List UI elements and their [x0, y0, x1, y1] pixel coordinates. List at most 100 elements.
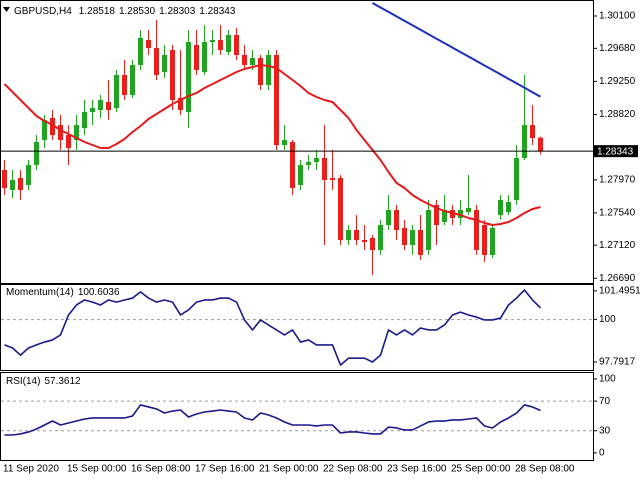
- candle-body: [18, 178, 23, 190]
- y-tick-label: 70: [599, 396, 611, 407]
- candle-body: [90, 108, 95, 112]
- candle-body: [290, 142, 295, 188]
- candle-body: [194, 45, 199, 70]
- indicator-title: Momentum(14): [6, 287, 74, 298]
- candle-body: [186, 42, 191, 112]
- candle-body: [410, 230, 415, 245]
- rsi-panel-frame: [0, 372, 594, 461]
- ohlc-value: 1.28530: [119, 6, 156, 17]
- candle-body: [226, 35, 231, 52]
- symbol-menu-icon: [3, 7, 10, 12]
- candle-body: [242, 55, 247, 65]
- candle-body: [146, 40, 151, 48]
- x-tick-label: 28 Sep 08:00: [515, 464, 575, 475]
- x-tick-label: 23 Sep 16:00: [387, 464, 447, 475]
- candle-body: [66, 135, 71, 148]
- y-tick-label: 1.30100: [599, 11, 636, 22]
- candle-body: [434, 205, 439, 225]
- y-tick-label: 1.29250: [599, 76, 636, 87]
- x-tick-label: 15 Sep 00:00: [67, 464, 127, 475]
- candle-body: [482, 225, 487, 255]
- candle-body: [522, 125, 527, 158]
- x-tick-label: 22 Sep 08:00: [323, 464, 383, 475]
- candle-body: [322, 158, 327, 180]
- moving-average-line: [3, 64, 541, 226]
- indicator-line: [4, 404, 541, 436]
- x-tick-label: 17 Sep 16:00: [195, 464, 255, 475]
- candle-body: [394, 210, 399, 230]
- chart-header: GBPUSD,H4 1.28518 1.28530 1.28303 1.28343: [14, 6, 236, 17]
- candle-body: [130, 65, 135, 95]
- y-tick-label: 1.27540: [599, 208, 636, 219]
- indicator-title: RSI(14): [6, 376, 40, 387]
- indicator-value: 57.3612: [44, 376, 81, 387]
- candle-body: [34, 142, 39, 165]
- candle-body: [138, 38, 143, 65]
- candle-body: [210, 40, 215, 42]
- candle-body: [74, 125, 79, 140]
- symbol-title: GBPUSD,H4: [14, 6, 72, 17]
- candle-body: [106, 102, 111, 110]
- candle-body: [58, 125, 63, 140]
- indicator-line: [4, 289, 542, 366]
- candle-body: [506, 202, 511, 212]
- candle-body: [82, 112, 87, 128]
- candle-body: [298, 165, 303, 185]
- candle-body: [418, 230, 423, 255]
- candle-body: [50, 118, 55, 135]
- candle-body: [442, 210, 447, 222]
- candle-body: [402, 228, 407, 245]
- indicator-header: Momentum(14) 100.6036: [6, 287, 120, 298]
- y-tick-label: 0: [599, 448, 605, 459]
- x-tick-label: 25 Sep 00:00: [451, 464, 511, 475]
- current-price-box: [593, 145, 638, 158]
- y-tick-label: 30: [599, 425, 611, 436]
- momentum-panel-frame: [0, 284, 594, 371]
- candle-body: [362, 240, 367, 242]
- x-tick-label: 11 Sep 2020: [3, 464, 59, 475]
- y-tick-label: 1.27120: [599, 240, 636, 251]
- candle-body: [98, 100, 103, 110]
- candle-body: [354, 230, 359, 240]
- candle-body: [346, 230, 351, 240]
- candle-body: [378, 225, 383, 250]
- candle-body: [10, 180, 15, 190]
- candle-body: [234, 35, 239, 55]
- candle-body: [282, 140, 287, 145]
- candle-body: [530, 125, 535, 138]
- ohlc-value: 1.28303: [159, 6, 196, 17]
- y-tick-label: 1.26690: [599, 273, 636, 284]
- candle-body: [170, 50, 175, 100]
- candle-body: [274, 55, 279, 145]
- indicator-header: RSI(14) 57.3612: [6, 376, 81, 387]
- x-tick-label: 16 Sep 08:00: [131, 464, 191, 475]
- candle-body: [306, 162, 311, 165]
- x-tick-label: 21 Sep 00:00: [259, 464, 319, 475]
- y-tick-label: 1.29680: [599, 43, 636, 54]
- candle-body: [2, 170, 7, 188]
- ohlc-value: 1.28518: [79, 6, 116, 17]
- candle-body: [258, 58, 263, 85]
- candle-body: [42, 120, 47, 140]
- candle-body: [122, 75, 127, 95]
- moving-average-line: [372, 2, 541, 98]
- candle-body: [490, 228, 495, 255]
- candle-body: [330, 178, 335, 180]
- candle-body: [466, 208, 471, 212]
- y-tick-label: 101.4951: [599, 285, 640, 296]
- candle-body: [538, 137, 543, 152]
- candle-body: [266, 55, 271, 85]
- candle-body: [474, 210, 479, 250]
- current-price-label: 1.28343: [597, 146, 634, 157]
- candle-body: [514, 158, 519, 200]
- candle-body: [162, 55, 167, 72]
- indicator-value: 100.6036: [78, 287, 120, 298]
- candle-body: [114, 75, 119, 108]
- candle-body: [314, 158, 319, 162]
- candle-body: [202, 42, 207, 72]
- y-tick-label: 1.28820: [599, 109, 636, 120]
- y-tick-label: 100: [599, 314, 616, 325]
